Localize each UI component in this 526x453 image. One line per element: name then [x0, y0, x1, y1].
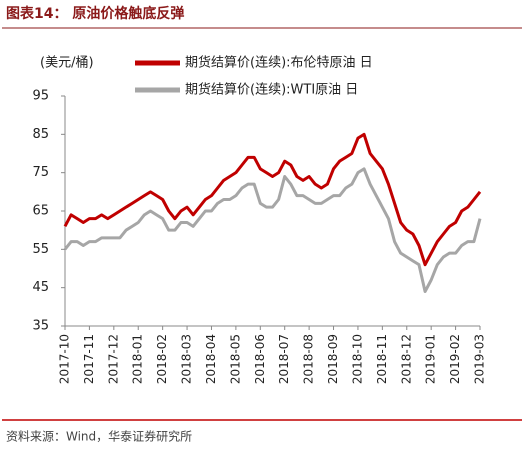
legend-label: 期货结算价(连续):布伦特原油 日 — [185, 55, 373, 71]
y-tick-label: 85 — [32, 127, 49, 142]
x-tick-label: 2018-11 — [375, 334, 389, 384]
x-tick-label: 2018-02 — [155, 334, 169, 384]
source: 资料来源：Wind，华泰证券研究所 — [6, 429, 192, 444]
x-tick-label: 2017-11 — [82, 334, 96, 384]
chart-title: 图表14： 原油价格触底反弹 — [6, 5, 184, 22]
x-tick-label: 2018-05 — [228, 334, 242, 384]
y-tick-label: 95 — [32, 89, 49, 104]
x-tick-label: 2019-03 — [473, 334, 487, 384]
y-tick-label: 45 — [32, 280, 49, 295]
y-axis-label: (美元/桶) — [40, 56, 94, 71]
y-tick-label: 35 — [32, 319, 49, 334]
x-tick-label: 2018-07 — [277, 334, 291, 384]
x-tick-label: 2018-09 — [326, 334, 340, 384]
y-tick-label: 65 — [32, 204, 49, 219]
legend-label: 期货结算价(连续):WTI原油 日 — [185, 82, 358, 98]
x-tick-label: 2018-06 — [253, 334, 267, 384]
x-tick-label: 2018-04 — [204, 334, 218, 384]
x-tick-label: 2019-01 — [424, 334, 438, 384]
x-tick-label: 2018-10 — [350, 334, 364, 384]
series-line — [63, 167, 482, 293]
series-line — [63, 132, 482, 267]
y-tick-label: 55 — [32, 242, 49, 257]
x-tick-label: 2018-03 — [180, 334, 194, 384]
x-tick-label: 2019-02 — [448, 334, 462, 384]
x-tick-label: 2017-12 — [106, 334, 120, 384]
x-tick-label: 2018-01 — [131, 334, 145, 384]
x-tick-label: 2017-10 — [58, 334, 72, 384]
x-tick-label: 2018-12 — [399, 334, 413, 384]
x-tick-label: 2018-08 — [302, 334, 316, 384]
y-tick-label: 75 — [32, 165, 49, 180]
